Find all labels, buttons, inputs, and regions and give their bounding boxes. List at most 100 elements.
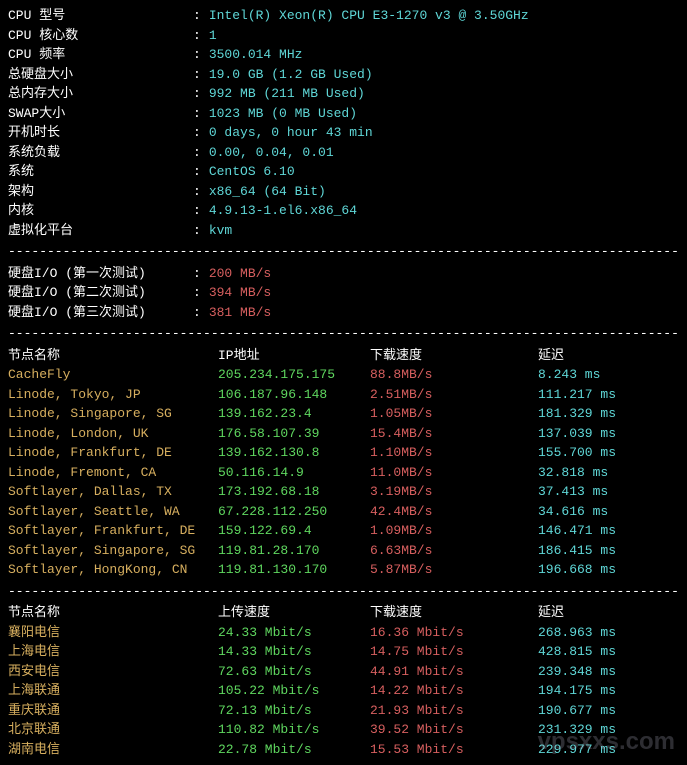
download-speed: 2.51MB/s (370, 385, 538, 405)
china-speed-row: 西安电信72.63 Mbit/s44.91 Mbit/s239.348 ms (8, 662, 679, 682)
node-name: 西安电信 (8, 662, 218, 682)
sysinfo-label: 系统负载 (8, 143, 193, 163)
latency: 37.413 ms (538, 482, 679, 502)
sysinfo-label: 总内存大小 (8, 84, 193, 104)
header-ip: IP地址 (218, 346, 370, 366)
download-speed: 14.75 Mbit/s (370, 642, 538, 662)
upload-speed: 72.13 Mbit/s (218, 701, 370, 721)
sysinfo-value: 4.9.13-1.el6.x86_64 (209, 201, 357, 221)
node-name: 湖南电信 (8, 740, 218, 760)
sysinfo-value: kvm (209, 221, 232, 241)
sysinfo-value: 0.00, 0.04, 0.01 (209, 143, 334, 163)
sysinfo-row: 内核:4.9.13-1.el6.x86_64 (8, 201, 679, 221)
diskio-label: 硬盘I/O (第二次测试) (8, 283, 193, 303)
china-header-row: 节点名称 上传速度 下载速度 延迟 (8, 603, 679, 623)
download-speed: 39.52 Mbit/s (370, 720, 538, 740)
colon: : (193, 221, 201, 241)
node-ip: 139.162.130.8 (218, 443, 370, 463)
sysinfo-row: CPU 频率:3500.014 MHz (8, 45, 679, 65)
colon: : (193, 65, 201, 85)
node-name: Softlayer, Seattle, WA (8, 502, 218, 522)
latency: 268.963 ms (538, 623, 679, 643)
sysinfo-label: 开机时长 (8, 123, 193, 143)
intl-speed-row: Linode, Frankfurt, DE139.162.130.81.10MB… (8, 443, 679, 463)
download-speed: 88.8MB/s (370, 365, 538, 385)
china-speed-row: 上海电信14.33 Mbit/s14.75 Mbit/s428.815 ms (8, 642, 679, 662)
china-speed-section: 襄阳电信24.33 Mbit/s16.36 Mbit/s268.963 ms上海… (8, 623, 679, 760)
node-name: 北京联通 (8, 720, 218, 740)
upload-speed: 72.63 Mbit/s (218, 662, 370, 682)
sysinfo-value: 3500.014 MHz (209, 45, 303, 65)
node-name: Softlayer, Singapore, SG (8, 541, 218, 561)
sysinfo-row: 架构:x86_64 (64 Bit) (8, 182, 679, 202)
latency: 231.329 ms (538, 720, 679, 740)
download-speed: 21.93 Mbit/s (370, 701, 538, 721)
colon: : (193, 6, 201, 26)
colon: : (193, 283, 201, 303)
diskio-row: 硬盘I/O (第二次测试):394 MB/s (8, 283, 679, 303)
node-name: 上海联通 (8, 681, 218, 701)
header-node-name: 节点名称 (8, 346, 218, 366)
colon: : (193, 104, 201, 124)
node-ip: 67.228.112.250 (218, 502, 370, 522)
diskio-value: 394 MB/s (209, 283, 271, 303)
sysinfo-value: Intel(R) Xeon(R) CPU E3-1270 v3 @ 3.50GH… (209, 6, 529, 26)
intl-speed-row: Softlayer, Singapore, SG119.81.28.1706.6… (8, 541, 679, 561)
diskio-value: 381 MB/s (209, 303, 271, 323)
disk-io-section: 硬盘I/O (第一次测试):200 MB/s硬盘I/O (第二次测试):394 … (8, 264, 679, 323)
sysinfo-value: x86_64 (64 Bit) (209, 182, 326, 202)
sysinfo-label: 系统 (8, 162, 193, 182)
node-ip: 119.81.130.170 (218, 560, 370, 580)
latency: 111.217 ms (538, 385, 679, 405)
divider: ----------------------------------------… (8, 582, 679, 602)
intl-speed-row: Softlayer, Seattle, WA67.228.112.25042.4… (8, 502, 679, 522)
sysinfo-row: SWAP大小:1023 MB (0 MB Used) (8, 104, 679, 124)
node-name: 上海电信 (8, 642, 218, 662)
node-name: Linode, Singapore, SG (8, 404, 218, 424)
node-name: Softlayer, HongKong, CN (8, 560, 218, 580)
intl-speed-row: Linode, Fremont, CA50.116.14.911.0MB/s32… (8, 463, 679, 483)
sysinfo-value: 19.0 GB (1.2 GB Used) (209, 65, 373, 85)
node-name: Linode, Fremont, CA (8, 463, 218, 483)
download-speed: 14.22 Mbit/s (370, 681, 538, 701)
intl-speed-row: Linode, Tokyo, JP106.187.96.1482.51MB/s1… (8, 385, 679, 405)
latency: 137.039 ms (538, 424, 679, 444)
header-upload: 上传速度 (218, 603, 370, 623)
header-download: 下载速度 (370, 603, 538, 623)
colon: : (193, 26, 201, 46)
china-speed-row: 北京联通110.82 Mbit/s39.52 Mbit/s231.329 ms (8, 720, 679, 740)
diskio-label: 硬盘I/O (第三次测试) (8, 303, 193, 323)
colon: : (193, 143, 201, 163)
intl-speed-row: Softlayer, HongKong, CN119.81.130.1705.8… (8, 560, 679, 580)
download-speed: 44.91 Mbit/s (370, 662, 538, 682)
sysinfo-label: CPU 频率 (8, 45, 193, 65)
sysinfo-value: 992 MB (211 MB Used) (209, 84, 365, 104)
colon: : (193, 201, 201, 221)
colon: : (193, 303, 201, 323)
sysinfo-row: 总内存大小:992 MB (211 MB Used) (8, 84, 679, 104)
node-ip: 205.234.175.175 (218, 365, 370, 385)
node-ip: 119.81.28.170 (218, 541, 370, 561)
colon: : (193, 162, 201, 182)
sysinfo-value: 0 days, 0 hour 43 min (209, 123, 373, 143)
latency: 186.415 ms (538, 541, 679, 561)
download-speed: 1.09MB/s (370, 521, 538, 541)
colon: : (193, 84, 201, 104)
upload-speed: 24.33 Mbit/s (218, 623, 370, 643)
download-speed: 5.87MB/s (370, 560, 538, 580)
node-ip: 173.192.68.18 (218, 482, 370, 502)
download-speed: 15.53 Mbit/s (370, 740, 538, 760)
sysinfo-value: 1023 MB (0 MB Used) (209, 104, 357, 124)
download-speed: 3.19MB/s (370, 482, 538, 502)
download-speed: 42.4MB/s (370, 502, 538, 522)
latency: 34.616 ms (538, 502, 679, 522)
latency: 194.175 ms (538, 681, 679, 701)
sysinfo-value: CentOS 6.10 (209, 162, 295, 182)
node-name: Softlayer, Dallas, TX (8, 482, 218, 502)
node-ip: 159.122.69.4 (218, 521, 370, 541)
download-speed: 6.63MB/s (370, 541, 538, 561)
intl-speed-row: Softlayer, Dallas, TX173.192.68.183.19MB… (8, 482, 679, 502)
header-latency: 延迟 (538, 603, 679, 623)
node-ip: 176.58.107.39 (218, 424, 370, 444)
download-speed: 1.10MB/s (370, 443, 538, 463)
